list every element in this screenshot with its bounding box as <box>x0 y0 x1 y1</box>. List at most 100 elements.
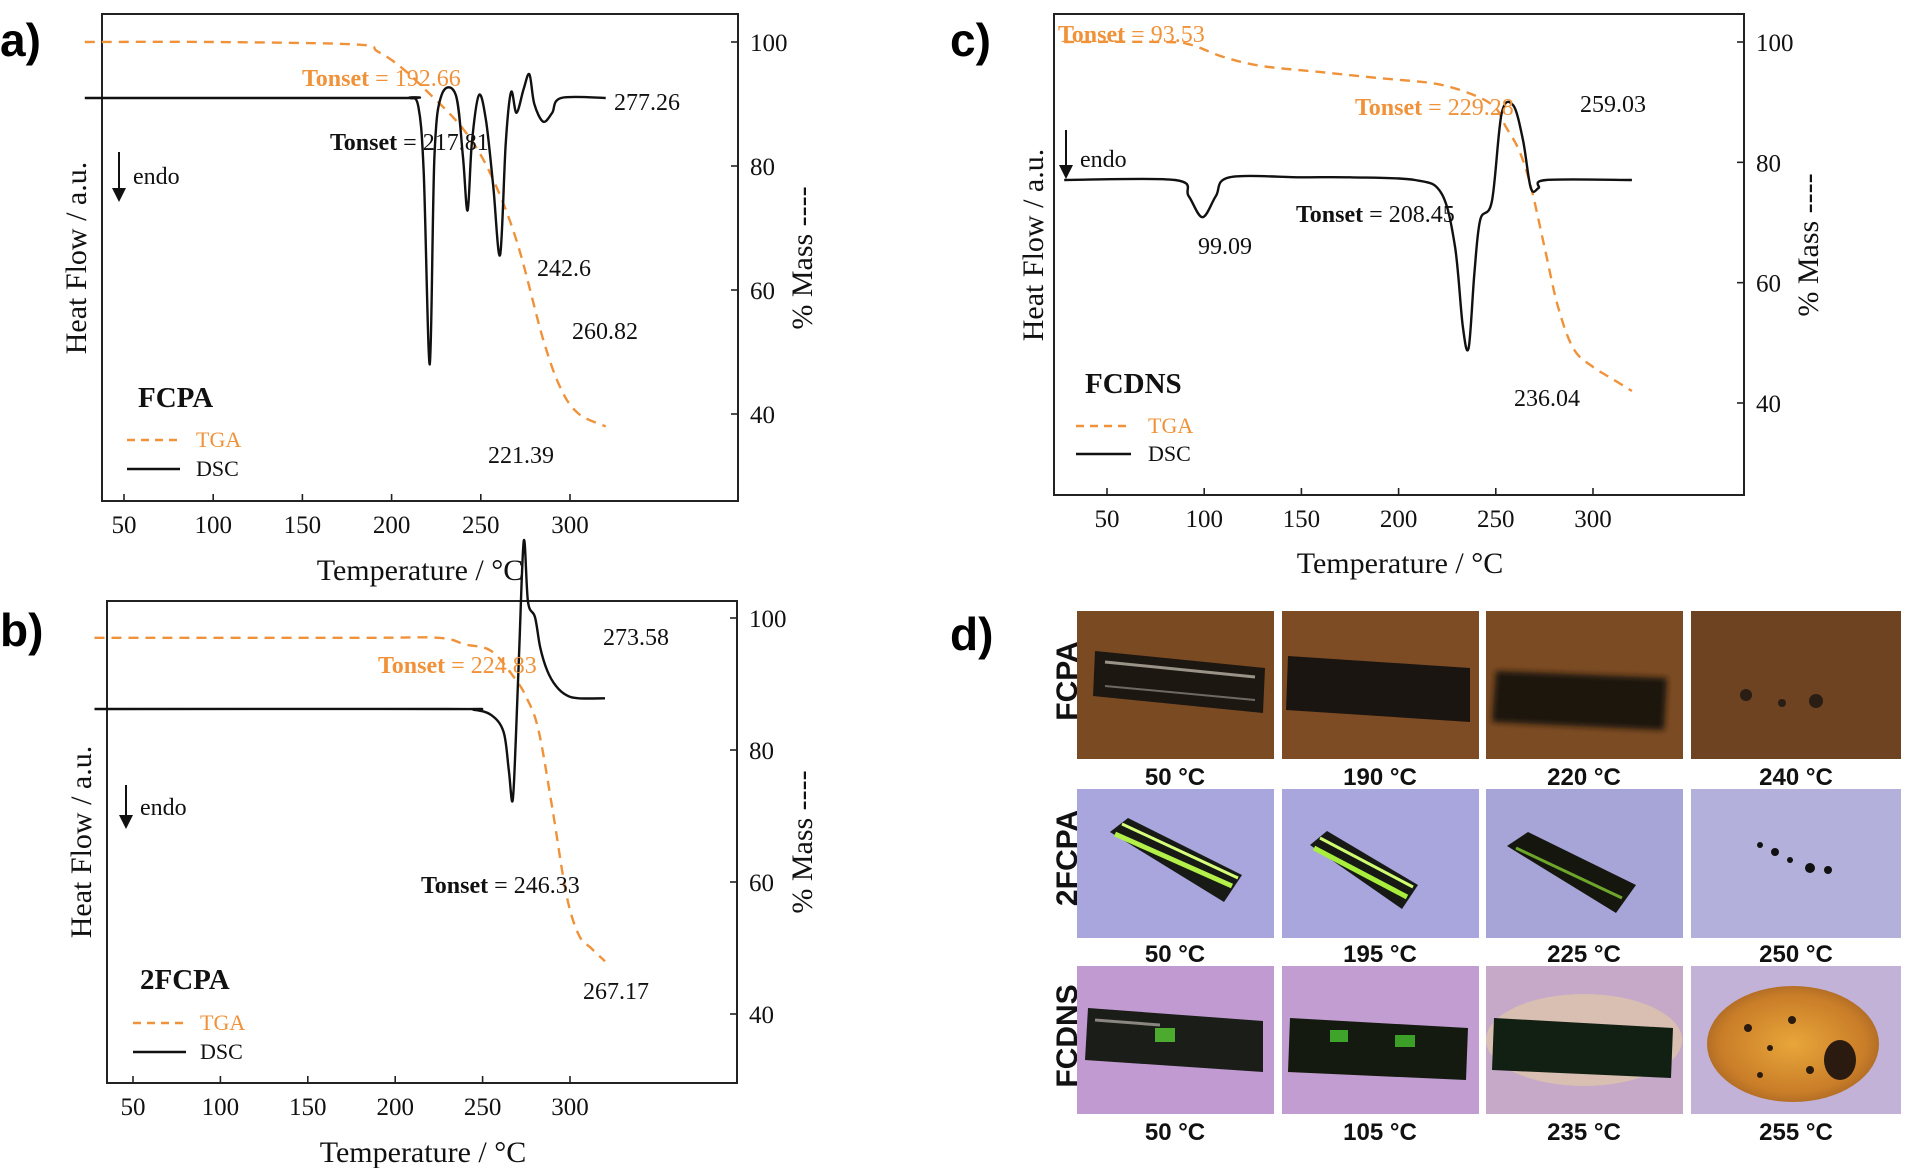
endo-arrow: endo <box>119 785 187 829</box>
x-tick-label: 50 <box>121 1094 146 1121</box>
mass-tick-label: 80 <box>1756 150 1781 177</box>
micrograph-fcdns-4 <box>1691 966 1901 1114</box>
micrograph-fcpa-3 <box>1486 611 1683 759</box>
mass-tick-label: 100 <box>1756 30 1794 57</box>
endo-label: endo <box>140 795 187 821</box>
legend-dsc: DSC <box>1148 441 1191 466</box>
mass-axis-label: % Mass ---- <box>786 770 819 913</box>
peak-label: 99.09 <box>1198 234 1252 260</box>
mass-tick-label: 40 <box>750 402 775 429</box>
x-tick-label: 150 <box>284 512 322 539</box>
micrograph-fcpa-2 <box>1282 611 1479 759</box>
x-axis: 50 100 150 200 250 300 <box>112 494 589 539</box>
micrograph-temp-label: 105 °C <box>1343 1119 1417 1146</box>
compound-name: 2FCPA <box>140 964 230 996</box>
dsc-onset-annotation: Tonset = 208.45 <box>1296 202 1455 228</box>
panel-label: d) <box>950 608 993 660</box>
micrograph-fcdns-3 <box>1486 966 1683 1114</box>
panel-label: c) <box>950 14 991 66</box>
micrograph-temp-label: 190 °C <box>1343 764 1417 791</box>
panel-d: d) FCPA 2FCPA FCDNS 50 °C 190 °C 220 °C <box>950 608 1901 1146</box>
mass-axis: 40 60 80 100 <box>731 30 788 429</box>
micrograph-fcpa-1 <box>1077 611 1274 759</box>
x-axis: 50 100 150 200 250 300 <box>1095 488 1612 533</box>
micrograph-temp-label: 50 °C <box>1145 764 1205 791</box>
peak-label: 221.39 <box>488 443 554 469</box>
x-tick-label: 50 <box>112 512 137 539</box>
micrograph-temp-label: 195 °C <box>1343 941 1417 968</box>
peak-label: 273.58 <box>603 625 669 651</box>
x-tick-label: 200 <box>373 512 411 539</box>
plot-frame <box>101 13 739 502</box>
panel-a: a) 50 100 150 200 250 300 40 60 80 100 Temperatu… <box>0 13 819 587</box>
x-tick-label: 300 <box>551 512 589 539</box>
mass-tick-label: 60 <box>1756 271 1781 298</box>
legend-tga: TGA <box>200 1010 245 1035</box>
x-tick-label: 150 <box>1283 506 1321 533</box>
y-axis-label: Heat Flow / a.u. <box>65 746 98 938</box>
peak-label: 260.82 <box>572 319 638 345</box>
legend: TGA DSC <box>127 427 241 481</box>
x-tick-label: 100 <box>1185 506 1223 533</box>
x-tick-label: 250 <box>1477 506 1515 533</box>
tga-line <box>94 636 606 963</box>
mass-axis-label: % Mass ---- <box>1792 173 1825 316</box>
micrograph-temp-label: 220 °C <box>1547 764 1621 791</box>
mass-tick-label: 60 <box>750 278 775 305</box>
panel-c: c) 50 100 150 200 250 300 40 60 80 100 Temperatu… <box>950 13 1825 580</box>
micrograph-temp-label: 240 °C <box>1759 764 1833 791</box>
endo-arrow: endo <box>1059 130 1127 179</box>
dsc-line <box>84 72 606 366</box>
micrograph-fcpa-4 <box>1691 611 1901 759</box>
endo-arrow: endo <box>112 152 180 202</box>
tga-onset-annotation: Tonset = 93.53 <box>1058 22 1205 48</box>
tga-line <box>1064 40 1633 393</box>
mass-tick-label: 100 <box>749 606 787 633</box>
x-axis: 50 100 150 200 250 300 <box>121 1076 589 1121</box>
tga-onset-annotation: Tonset = 192.66 <box>302 66 461 92</box>
tga-onset-annotation: Tonset = 229.28 <box>1355 95 1514 121</box>
peak-label: 259.03 <box>1580 92 1646 118</box>
dsc-onset-annotation: Tonset = 217.81 <box>330 130 489 156</box>
micrograph-temp-label: 50 °C <box>1145 1119 1205 1146</box>
legend: TGA DSC <box>1076 413 1193 466</box>
micrograph-2fcpa-2 <box>1282 789 1479 938</box>
x-tick-label: 100 <box>202 1094 240 1121</box>
tga-onset-annotation: Tonset = 224.83 <box>378 653 537 679</box>
x-tick-label: 250 <box>464 1094 502 1121</box>
panel-label: b) <box>0 604 43 656</box>
mass-tick-label: 80 <box>750 154 775 181</box>
endo-label: endo <box>1080 147 1127 173</box>
micrograph-2fcpa-3 <box>1486 789 1683 938</box>
tga-line <box>84 40 607 428</box>
peak-label: 242.6 <box>537 256 591 282</box>
x-tick-label: 300 <box>1574 506 1612 533</box>
endo-label: endo <box>133 164 180 190</box>
compound-name: FCDNS <box>1085 368 1182 400</box>
mass-tick-label: 100 <box>750 30 788 57</box>
legend-tga: TGA <box>196 427 241 452</box>
legend-tga: TGA <box>1148 413 1193 438</box>
mass-tick-label: 40 <box>1756 391 1781 418</box>
mass-axis: 40 60 80 100 <box>730 606 787 1029</box>
legend-dsc: DSC <box>200 1039 243 1064</box>
mass-tick-label: 40 <box>749 1002 774 1029</box>
mass-tick-label: 80 <box>749 738 774 765</box>
y-axis-label: Heat Flow / a.u. <box>1017 149 1050 341</box>
x-tick-label: 100 <box>194 512 232 539</box>
micrograph-temp-label: 225 °C <box>1547 941 1621 968</box>
dsc-onset-annotation: Tonset = 246.33 <box>421 873 580 899</box>
x-tick-label: 300 <box>551 1094 589 1121</box>
micrograph-2fcpa-1 <box>1077 789 1274 938</box>
micrograph-fcdns-1 <box>1077 966 1274 1114</box>
plot-frame <box>106 600 738 1084</box>
dsc-line <box>1064 100 1632 352</box>
mass-tick-label: 60 <box>749 870 774 897</box>
mass-axis: 40 60 80 100 <box>1737 30 1794 418</box>
micrograph-2fcpa-4 <box>1691 789 1901 938</box>
x-tick-label: 200 <box>376 1094 414 1121</box>
micrograph-temp-label: 255 °C <box>1759 1119 1833 1146</box>
peak-label: 236.04 <box>1514 386 1580 412</box>
legend-dsc: DSC <box>196 456 239 481</box>
